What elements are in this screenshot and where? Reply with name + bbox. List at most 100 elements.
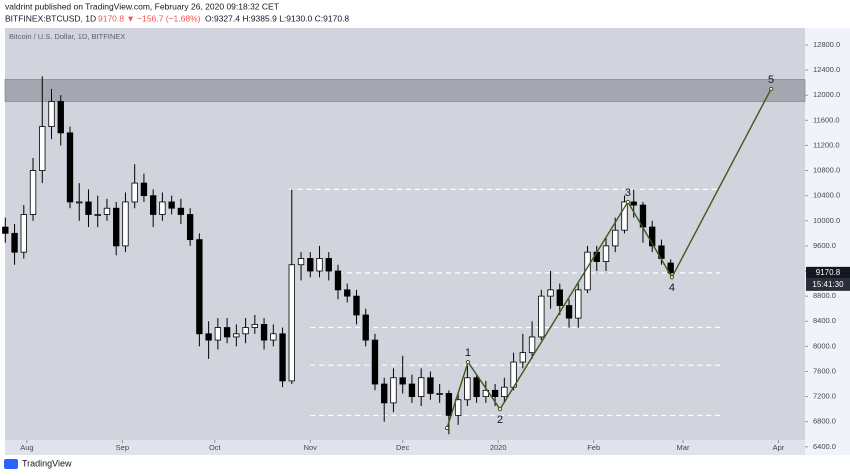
candle-body	[491, 389, 499, 398]
wave-point	[625, 199, 630, 205]
candle-body	[159, 201, 166, 215]
candle-body	[602, 245, 610, 262]
candle-body	[473, 377, 480, 398]
time-axis	[5, 440, 805, 455]
candle-body	[528, 336, 536, 354]
candle-body	[279, 333, 286, 382]
candle-body	[177, 207, 185, 215]
candle-body	[307, 258, 314, 272]
candle-body	[186, 214, 194, 241]
candle-body	[621, 201, 628, 231]
candle-body	[612, 229, 619, 247]
x-tick-label: Apr	[773, 443, 785, 452]
candle-body	[649, 226, 656, 247]
candle-body	[103, 207, 111, 215]
candle-body	[418, 377, 425, 398]
candle-body	[122, 201, 129, 247]
candle-body	[316, 258, 323, 272]
candle-body	[66, 132, 74, 203]
candle-body	[575, 289, 582, 319]
y-tick-label: 11200.0	[813, 140, 840, 149]
price-label-box	[806, 266, 850, 279]
candle-body	[76, 201, 83, 204]
countdown: 15:41:30	[812, 280, 844, 289]
x-tick-label: Sep	[116, 443, 129, 452]
candle-body	[223, 327, 231, 338]
y-tick-label: 8800.0	[813, 291, 836, 300]
candle-body	[113, 207, 120, 247]
y-tick-label: 7200.0	[813, 392, 836, 401]
candle-body	[445, 393, 453, 416]
candle-body	[334, 270, 342, 291]
y-tick-label: 10800.0	[813, 166, 840, 175]
candle-body	[48, 101, 55, 127]
brand-text: TradingView	[22, 458, 72, 468]
candle-body	[630, 201, 637, 206]
price-label: 9170.8	[816, 268, 841, 277]
candle-body	[168, 201, 175, 209]
candle-body	[214, 327, 222, 341]
candle-body	[565, 305, 573, 319]
wave-point	[769, 86, 774, 92]
logo-icon	[4, 459, 18, 469]
wave-path	[446, 88, 772, 429]
y-tick-label: 8400.0	[813, 316, 836, 325]
candle-body	[140, 182, 148, 197]
x-tick-label: Dec	[396, 443, 410, 452]
x-tick-label: Mar	[677, 443, 690, 452]
x-tick-label: Aug	[20, 443, 33, 452]
candle-body	[270, 333, 277, 341]
y-tick-label: 6800.0	[813, 417, 836, 426]
candle-body	[297, 258, 305, 266]
candle-body	[29, 170, 37, 215]
countdown-box	[806, 278, 850, 291]
candle-body	[454, 399, 462, 416]
x-tick-label: Feb	[587, 443, 600, 452]
candle-body	[436, 393, 443, 395]
candle-body	[538, 295, 545, 338]
candle-body	[288, 264, 295, 382]
candle-body	[344, 289, 351, 297]
candle-body	[2, 226, 9, 234]
y-tick-label: 10000.0	[813, 216, 840, 225]
wave-label: 1	[465, 347, 471, 359]
ohlc: O:9327.4 H:9385.9 L:9130.0 C:9170.8	[205, 13, 349, 23]
candle-body	[20, 214, 27, 253]
candle-body	[260, 323, 268, 341]
y-tick-label: 11600.0	[813, 115, 840, 124]
wave-label: 4	[669, 282, 675, 294]
candle-body	[390, 377, 397, 404]
x-tick-label: 2020	[490, 443, 507, 452]
price-axis	[805, 28, 850, 455]
candle-body	[57, 101, 64, 134]
candle-body	[399, 377, 406, 385]
wave-point	[497, 407, 503, 412]
brand-logo: TradingView	[4, 458, 72, 469]
wave-point	[444, 425, 450, 431]
candle-body	[11, 232, 18, 253]
candle-body	[371, 339, 379, 385]
published-line: valdrint published on TradingView.com, F…	[5, 1, 279, 11]
y-tick-label: 12800.0	[813, 40, 840, 49]
wave-point	[465, 359, 471, 365]
candle-body	[519, 352, 527, 363]
candle-body	[85, 201, 92, 215]
candle-body	[547, 289, 554, 297]
candle-body	[353, 295, 360, 316]
y-tick-label: 10400.0	[813, 191, 840, 200]
candle-body	[427, 377, 434, 394]
candle-body	[205, 333, 212, 341]
price-change: 9170.8 ▼ −156.7 (−1.68%)	[98, 13, 201, 23]
resistance-zone	[4, 79, 806, 102]
candle-body	[501, 386, 508, 398]
x-tick-label: Nov	[304, 443, 318, 452]
candle-body	[94, 214, 101, 216]
candle-body	[381, 383, 388, 404]
candle-body	[667, 262, 674, 274]
candle-body	[242, 327, 249, 335]
y-tick-label: 6400.0	[813, 442, 836, 451]
symbol: BITFINEX:BTCUSD, 1D	[5, 13, 96, 23]
wave-point	[669, 275, 675, 280]
candle-body	[149, 195, 157, 215]
